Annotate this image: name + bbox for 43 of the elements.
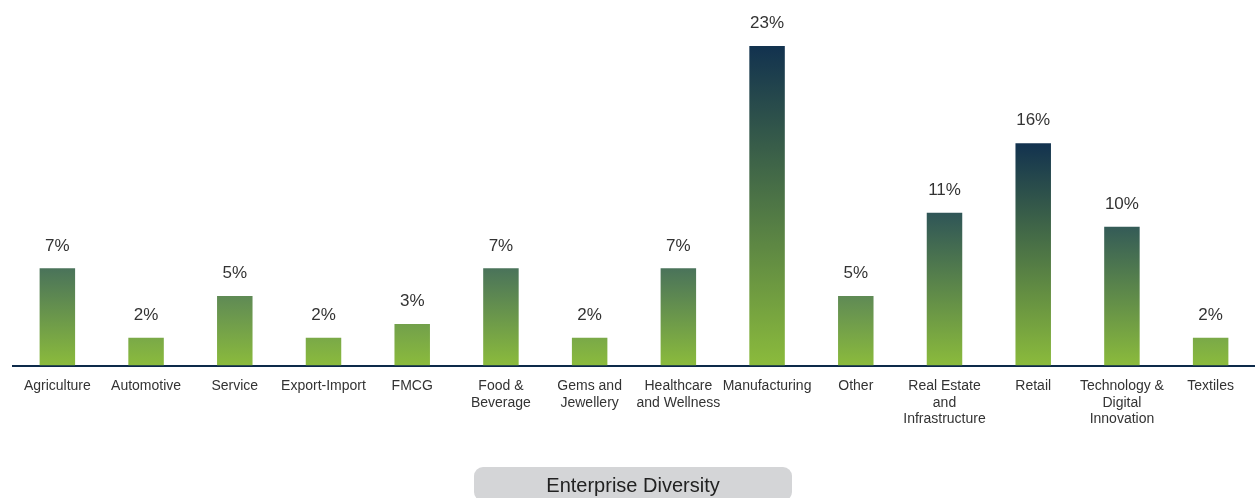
data-label: 2% bbox=[577, 305, 602, 324]
x-tick-label: Manufacturing bbox=[722, 376, 812, 393]
data-label: 5% bbox=[222, 263, 248, 283]
data-label: 2% bbox=[133, 305, 159, 324]
bar bbox=[1104, 226, 1140, 366]
bar bbox=[1192, 337, 1229, 366]
data-label: 5% bbox=[843, 263, 869, 283]
bar bbox=[660, 268, 697, 366]
bar bbox=[926, 212, 963, 366]
bar bbox=[217, 296, 253, 366]
data-label: 2% bbox=[1198, 305, 1223, 324]
x-tick-label: Textiles bbox=[1187, 376, 1234, 393]
x-tick-label: Agriculture bbox=[23, 376, 92, 393]
bar bbox=[394, 323, 430, 366]
bar bbox=[39, 268, 76, 366]
x-tick-label: Healthcare and Wellness bbox=[636, 376, 721, 410]
bar bbox=[838, 296, 874, 366]
data-label: 3% bbox=[399, 291, 425, 311]
x-tick-label: FMCG bbox=[391, 376, 433, 393]
x-tick-label: Technology & Digital Innovation bbox=[1079, 376, 1165, 427]
x-tick-label: Other bbox=[838, 376, 874, 393]
x-tick-label: Real Estate and Infrastructure bbox=[903, 376, 986, 427]
data-label: 7% bbox=[45, 235, 70, 255]
x-tick-label: Automotive bbox=[111, 376, 182, 393]
data-label: 10% bbox=[1104, 193, 1139, 213]
x-tick-label: Service bbox=[211, 376, 259, 393]
x-tick-label: Export-Import bbox=[281, 376, 366, 393]
bar bbox=[305, 337, 342, 366]
data-label: 2% bbox=[311, 305, 336, 324]
bar bbox=[483, 268, 519, 366]
x-tick-label: Retail bbox=[1015, 376, 1052, 393]
data-label: 16% bbox=[1016, 110, 1051, 130]
x-axis-title: Enterprise Diversity bbox=[546, 473, 720, 496]
data-label: 23% bbox=[750, 13, 785, 33]
bar bbox=[571, 337, 608, 366]
x-tick-label: Food & Beverage bbox=[470, 376, 532, 410]
data-label: 7% bbox=[666, 235, 691, 255]
bar bbox=[1015, 143, 1051, 366]
data-label: 11% bbox=[928, 179, 961, 199]
bar bbox=[128, 337, 164, 366]
bar bbox=[749, 46, 785, 366]
data-label: 7% bbox=[488, 235, 514, 255]
x-tick-label: Gems and Jewellery bbox=[557, 376, 622, 410]
